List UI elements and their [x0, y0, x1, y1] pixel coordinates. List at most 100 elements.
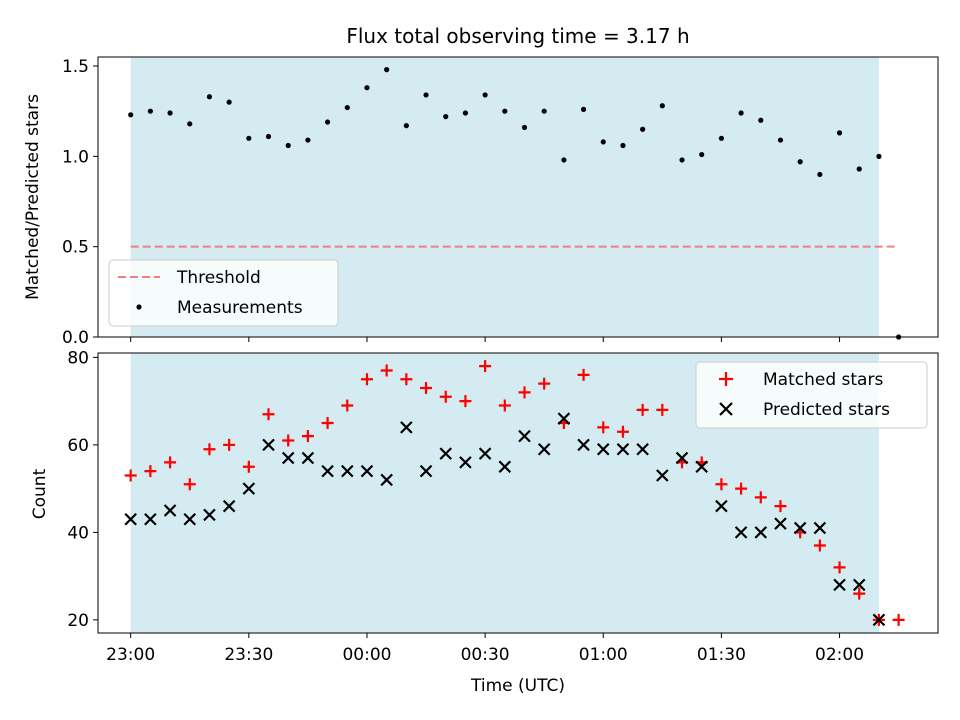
- legend-predicted-swatch: [719, 402, 733, 416]
- matched-star-point: [223, 438, 236, 451]
- measurement-point: [285, 142, 291, 149]
- measurement-point: [305, 137, 311, 143]
- predicted-star-point: [124, 512, 137, 526]
- bottom-chart-panel: 20 40 60 80 23:00 23:30 00:00 00:30 01:00 01:30 0…: [30, 348, 939, 696]
- predicted-star-point: [695, 460, 708, 474]
- matched-star-point: [754, 491, 767, 504]
- top-y-tick-label: 0.5: [62, 238, 89, 258]
- predicted-star-point: [301, 451, 315, 465]
- matched-star-point: [538, 377, 551, 390]
- predicted-star-point: [478, 447, 492, 460]
- predicted-star-point: [183, 512, 197, 526]
- measurement-point: [384, 67, 390, 73]
- top-legend-box: [108, 259, 339, 327]
- predicted-star-point: [675, 451, 689, 465]
- predicted-star-point: [793, 521, 807, 535]
- top-y-tick-label: 0.0: [62, 328, 89, 348]
- bottom-legend: Matched stars Predicted stars: [695, 361, 928, 429]
- x-tick-label: 00:30: [461, 645, 510, 665]
- predicted-star-point: [833, 578, 846, 592]
- measurement-point: [403, 123, 409, 129]
- legend-matched-label: Matched stars: [763, 370, 883, 390]
- predicted-star-point: [872, 613, 886, 627]
- bottom-legend-box: [695, 361, 928, 429]
- top-plot-frame: [97, 56, 939, 338]
- matched-star-point: [341, 399, 354, 412]
- matched-star-point: [813, 539, 826, 552]
- measurement-point: [187, 121, 193, 127]
- x-tick-label: 23:00: [106, 645, 155, 665]
- measurement-point: [521, 124, 528, 131]
- predicted-star-point: [537, 442, 551, 456]
- measurement-point: [738, 110, 744, 116]
- predicted-star-point: [360, 464, 374, 478]
- predicted-star-point: [734, 526, 748, 539]
- measurement-point: [699, 151, 705, 158]
- predicted-star-point: [321, 464, 334, 478]
- matched-star-point: [262, 408, 275, 421]
- predicted-star-point: [281, 451, 295, 465]
- measurement-point: [817, 171, 823, 178]
- predicted-star-point: [400, 421, 413, 434]
- measurement-point: [876, 153, 882, 159]
- x-tick-label: 01:30: [697, 645, 746, 665]
- matched-star-point: [518, 386, 531, 399]
- legend-matched-swatch: [719, 372, 733, 386]
- matched-star-point: [597, 421, 610, 434]
- matched-stars-series: [124, 360, 905, 626]
- measurement-point: [679, 157, 685, 163]
- legend-measurements-swatch: [136, 304, 142, 310]
- bottom-plot-frame: [97, 352, 939, 634]
- predicted-star-point: [774, 517, 787, 530]
- matched-star-point: [735, 482, 748, 495]
- bottom-x-ticks: 23:00 23:30 00:00 00:30 01:00 01:30 02:00: [106, 633, 864, 665]
- measurement-point: [443, 114, 449, 120]
- bottom-y-tick-label: 20: [67, 611, 89, 631]
- matched-star-point: [656, 403, 669, 416]
- bottom-y-tick-label: 80: [67, 348, 89, 368]
- bottom-y-tick-label: 40: [67, 523, 89, 543]
- measurement-point: [423, 92, 429, 98]
- predicted-star-point: [163, 504, 177, 517]
- measurement-point: [462, 110, 469, 116]
- matched-star-point: [282, 434, 295, 447]
- matched-star-point: [420, 382, 433, 394]
- predicted-stars-series: [124, 412, 886, 627]
- measurement-point: [147, 108, 153, 114]
- measurement-point: [561, 157, 567, 163]
- matched-star-point: [242, 460, 255, 473]
- matched-star-point: [498, 399, 511, 412]
- predicted-star-point: [498, 460, 512, 474]
- matched-star-point: [144, 465, 157, 478]
- matched-star-point: [301, 430, 314, 443]
- matched-star-point: [715, 478, 728, 491]
- predicted-star-point: [518, 429, 531, 443]
- measurement-point: [541, 108, 547, 114]
- measurement-point: [620, 142, 626, 149]
- measurement-point: [659, 103, 665, 109]
- measurement-point: [640, 126, 646, 132]
- measurement-point: [777, 137, 784, 143]
- measurement-point: [265, 133, 272, 140]
- x-tick-label: 02:00: [815, 645, 864, 665]
- matched-star-point: [360, 373, 373, 386]
- predicted-star-point: [636, 442, 649, 456]
- measurement-point: [797, 159, 803, 165]
- measurement-point: [856, 166, 862, 172]
- matched-star-point: [380, 364, 393, 377]
- measurement-point: [206, 94, 213, 100]
- measurement-point: [482, 92, 488, 98]
- matched-star-point: [321, 417, 334, 429]
- x-tick-label: 00:00: [342, 645, 391, 665]
- bottom-y-axis-label: Count: [30, 468, 50, 519]
- matched-star-point: [400, 373, 413, 386]
- matched-star-point: [833, 561, 846, 574]
- predicted-star-point: [439, 447, 453, 460]
- matched-star-point: [479, 360, 492, 373]
- measurement-point: [226, 99, 232, 105]
- predicted-star-point: [242, 482, 256, 495]
- measurement-point: [344, 104, 350, 111]
- top-x-ticks: [130, 337, 841, 342]
- matched-star-point: [183, 478, 196, 491]
- predicted-star-point: [596, 442, 610, 456]
